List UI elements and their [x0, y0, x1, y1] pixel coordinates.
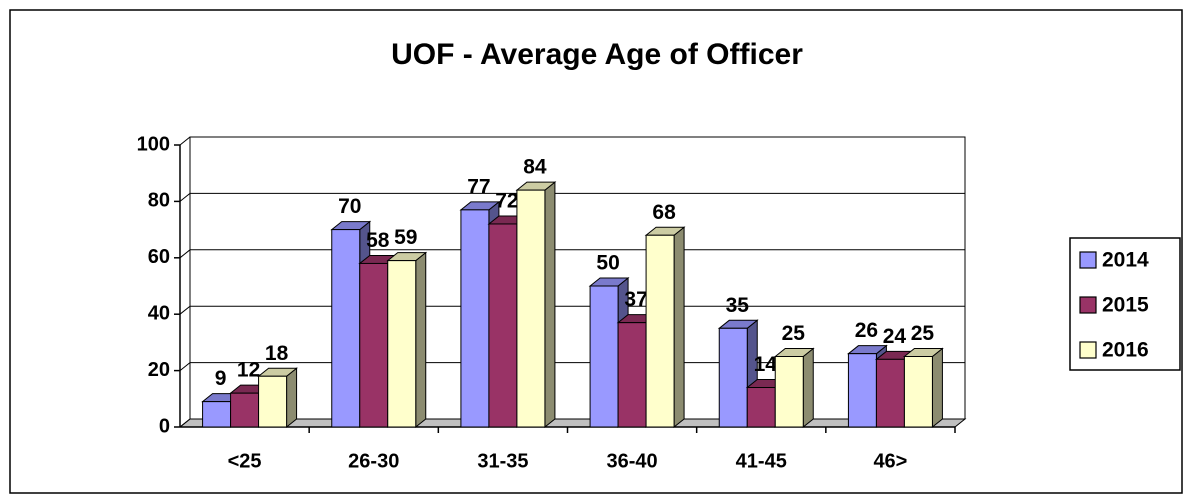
- bar-front: [903, 356, 933, 428]
- bar: [717, 319, 759, 429]
- bar: [386, 251, 428, 429]
- floor: [178, 418, 967, 428]
- bar-front: [718, 327, 748, 428]
- legend-label: 2015: [1102, 294, 1149, 317]
- bar-side: [286, 367, 298, 429]
- data-label: 25: [911, 322, 935, 345]
- bar-side: [673, 226, 685, 429]
- data-label: 18: [265, 342, 289, 365]
- y-tick-label: 40: [148, 302, 170, 324]
- bar: [773, 347, 815, 429]
- data-label: 77: [467, 175, 490, 198]
- bar-side: [802, 347, 814, 429]
- data-label: 25: [782, 322, 806, 345]
- bar-front: [387, 260, 417, 428]
- data-label: 58: [366, 229, 390, 252]
- chart-title: UOF - Average Age of Officer: [391, 38, 803, 71]
- data-label: 12: [237, 359, 260, 382]
- x-tick-label: <25: [228, 450, 262, 472]
- bar-front: [258, 375, 288, 428]
- bar-front: [460, 209, 490, 428]
- data-label: 35: [726, 294, 750, 317]
- y-tick-label: 60: [148, 246, 170, 268]
- grid-line: [179, 305, 965, 315]
- bar-side: [415, 251, 427, 429]
- bar-front: [875, 358, 905, 428]
- x-tick-label: 26-30: [348, 450, 399, 472]
- legend-label: 2016: [1102, 339, 1149, 362]
- bar-front: [359, 262, 389, 428]
- bar-front: [617, 322, 647, 428]
- data-label: 37: [624, 288, 647, 311]
- bar-front: [202, 401, 232, 428]
- data-label: 24: [883, 325, 907, 348]
- data-label: 72: [495, 190, 518, 213]
- bar-front: [774, 356, 804, 428]
- data-label: 9: [215, 367, 227, 390]
- bar-front: [746, 387, 776, 428]
- bar-front: [230, 392, 260, 428]
- bar: [257, 367, 299, 429]
- data-label: 59: [394, 226, 417, 249]
- bar-side: [931, 347, 943, 429]
- legend-swatch: [1079, 251, 1097, 269]
- grid-line: [179, 249, 965, 259]
- legend-swatch: [1079, 341, 1097, 359]
- x-tick-label: 36-40: [607, 450, 658, 472]
- data-label: 68: [652, 201, 676, 224]
- bar: [515, 181, 557, 429]
- bar-front: [645, 234, 675, 428]
- bar-front: [331, 229, 361, 428]
- data-label: 50: [596, 252, 619, 275]
- bar-front: [516, 189, 546, 428]
- legend-label: 2014: [1102, 249, 1149, 272]
- bar-side: [544, 181, 556, 429]
- bar-front: [589, 285, 619, 428]
- grid-line: [179, 136, 965, 146]
- y-tick-label: 80: [148, 190, 170, 212]
- y-tick-label: 20: [148, 359, 170, 381]
- data-label: 26: [855, 319, 878, 342]
- y-tick-label: 100: [137, 133, 170, 155]
- bar: [902, 347, 944, 429]
- legend-swatch: [1079, 296, 1097, 314]
- x-tick-label: 31-35: [477, 450, 528, 472]
- data-label: 84: [523, 156, 547, 179]
- y-tick-label: 0: [159, 415, 170, 437]
- data-label: 70: [338, 195, 361, 218]
- grid-line: [179, 418, 965, 428]
- bar-front: [488, 223, 518, 428]
- data-label: 14: [754, 353, 778, 376]
- x-tick-label: 41-45: [736, 450, 787, 472]
- x-tick-label: 46>: [873, 450, 907, 472]
- bar: [644, 226, 686, 429]
- grid-line: [179, 362, 965, 371]
- bar-front: [847, 353, 877, 428]
- grid-line: [179, 192, 965, 202]
